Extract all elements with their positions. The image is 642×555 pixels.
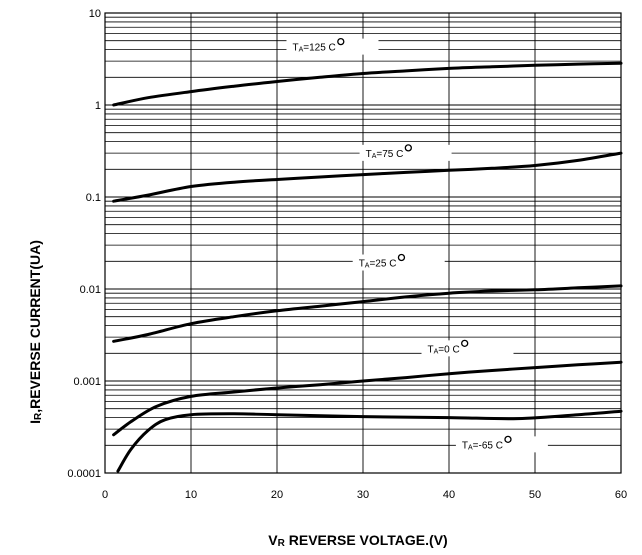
degree-circle-icon bbox=[397, 253, 406, 262]
series-label-text: TA=-65 C bbox=[462, 440, 503, 451]
series-line bbox=[112, 284, 623, 343]
y-tick-label: 10 bbox=[89, 8, 101, 20]
y-tick-label: 0.1 bbox=[86, 192, 101, 204]
series-label: TA=25 C bbox=[352, 253, 445, 271]
y-axis-ticks: 0.0001 0.001 0.01 0.1 1 10 bbox=[67, 8, 101, 480]
y-tick-label: 0.01 bbox=[80, 284, 101, 296]
series-label: TA=0 C bbox=[421, 339, 514, 357]
series-labels: TA=125 C TA=75 C TA=25 C TA=0 C TA=-65 C bbox=[286, 37, 548, 453]
degree-circle-icon bbox=[404, 144, 412, 152]
series-label: TA=75 C bbox=[359, 144, 452, 161]
series-label-text: TA=75 C bbox=[366, 149, 404, 160]
x-tick-label: 40 bbox=[443, 489, 455, 501]
series-label-background bbox=[421, 340, 514, 357]
degree-circle-icon bbox=[337, 37, 345, 46]
y-tick-label: 0.0001 bbox=[67, 468, 101, 480]
y-axis-title: IR,REVERSE CURRENT(UA) bbox=[27, 240, 44, 424]
series-label: TA=125 C bbox=[286, 37, 379, 55]
x-tick-label: 30 bbox=[357, 489, 369, 501]
series-label-text: TA=25 C bbox=[359, 259, 397, 270]
series-line bbox=[116, 409, 623, 473]
y-tick-label: 1 bbox=[95, 100, 101, 112]
degree-circle-icon bbox=[504, 435, 512, 444]
x-tick-label: 10 bbox=[185, 489, 197, 501]
x-axis-title: VR REVERSE VOLTAGE.(V) bbox=[268, 532, 447, 549]
degree-circle-icon bbox=[461, 339, 469, 348]
x-tick-label: 0 bbox=[102, 489, 108, 501]
series-line bbox=[112, 151, 623, 203]
series-line bbox=[112, 61, 623, 107]
series-label-background bbox=[286, 38, 379, 55]
y-tick-label: 0.001 bbox=[73, 376, 101, 388]
series-label: TA=-65 C bbox=[455, 435, 548, 453]
series-curves bbox=[112, 61, 623, 473]
series-label-background bbox=[455, 436, 548, 453]
x-axis-ticks: 0 10 20 30 40 50 60 bbox=[102, 489, 627, 501]
x-tick-label: 50 bbox=[529, 489, 541, 501]
series-line bbox=[112, 360, 623, 437]
series-label-background bbox=[359, 144, 452, 161]
series-label-background bbox=[352, 254, 445, 271]
series-label-text: TA=125 C bbox=[292, 43, 335, 54]
plot-frame bbox=[104, 12, 622, 474]
series-label-text: TA=0 C bbox=[428, 344, 460, 355]
x-tick-label: 60 bbox=[615, 489, 627, 501]
x-tick-label: 20 bbox=[271, 489, 283, 501]
